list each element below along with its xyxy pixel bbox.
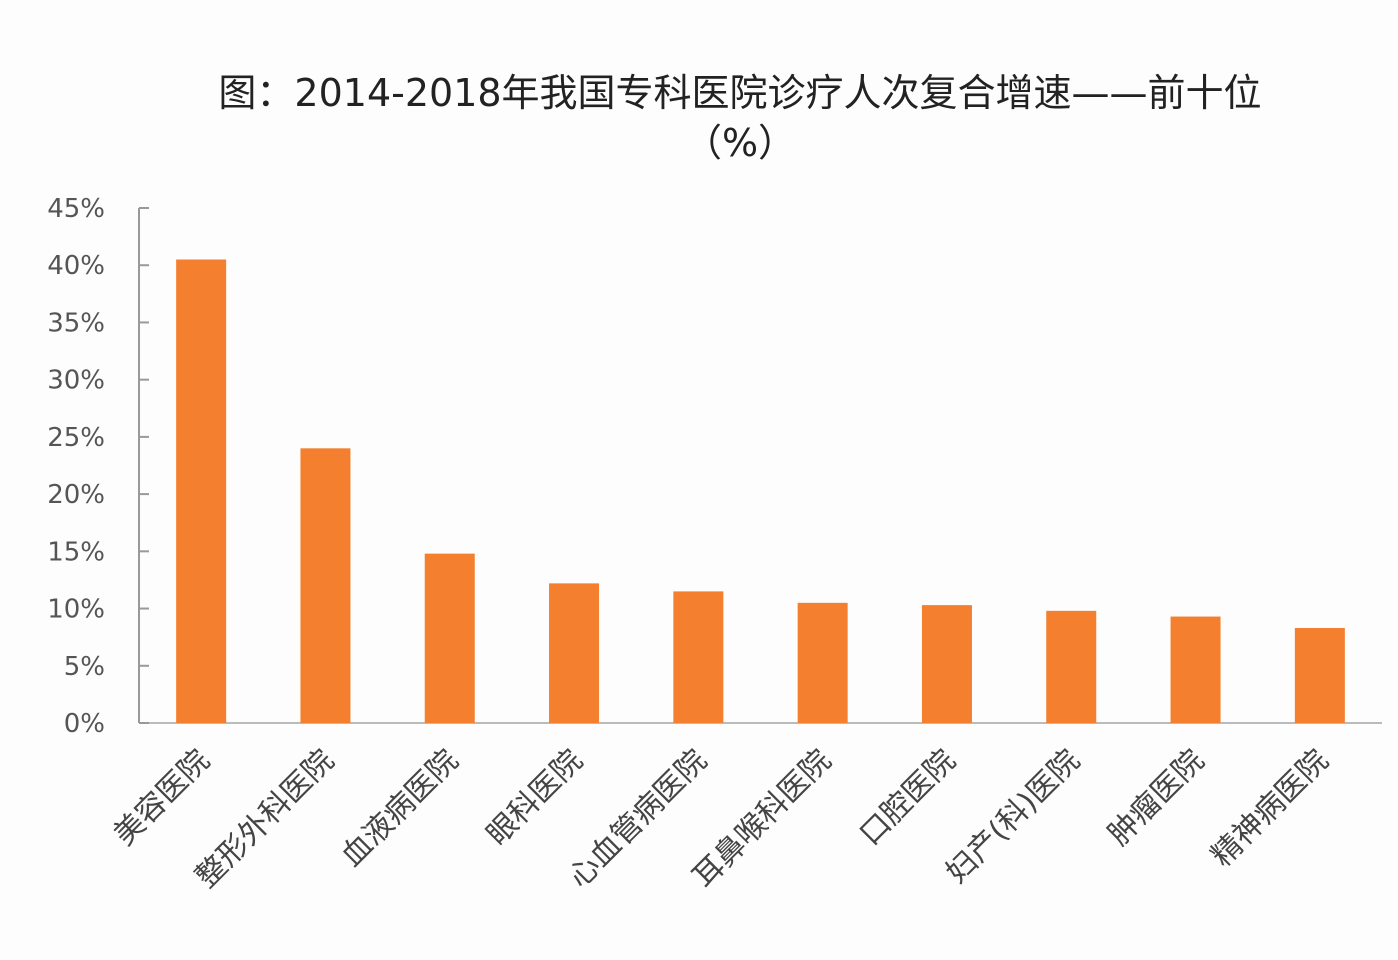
- bar: [176, 259, 227, 723]
- chart-subtitle: （%）: [683, 121, 797, 165]
- y-tick-label: 5%: [64, 652, 105, 682]
- bar: [1170, 616, 1221, 723]
- x-tick-label: 血液病医院: [335, 743, 466, 874]
- y-tick-label: 45%: [47, 194, 105, 224]
- y-tick-label: 20%: [47, 480, 105, 510]
- y-tick-label: 35%: [47, 308, 105, 338]
- x-tick-label: 精神病医院: [1205, 743, 1336, 874]
- bar: [797, 602, 848, 723]
- bar: [673, 591, 724, 723]
- x-tick-label: 妇产(科)医院: [940, 743, 1087, 890]
- x-tick-label: 口腔医院: [853, 743, 963, 853]
- y-tick-label: 10%: [47, 595, 105, 625]
- bar: [921, 605, 972, 723]
- y-tick-label: 30%: [47, 366, 105, 396]
- bar: [1046, 610, 1097, 723]
- y-tick-label: 15%: [47, 537, 105, 567]
- y-tick-label: 0%: [64, 709, 105, 739]
- y-tick-label: 40%: [47, 251, 105, 281]
- x-tick-label: 美容医院: [107, 743, 217, 853]
- x-tick-label: 肿瘤医院: [1102, 743, 1212, 853]
- bar: [424, 553, 475, 723]
- x-tick-label: 眼科医院: [480, 743, 590, 853]
- bar: [549, 583, 600, 723]
- bar: [1294, 628, 1345, 723]
- chart-title: 图：2014-2018年我国专科医院诊疗人次复合增速——前十位: [218, 71, 1262, 115]
- y-tick-label: 25%: [47, 423, 105, 453]
- bar: [300, 448, 351, 723]
